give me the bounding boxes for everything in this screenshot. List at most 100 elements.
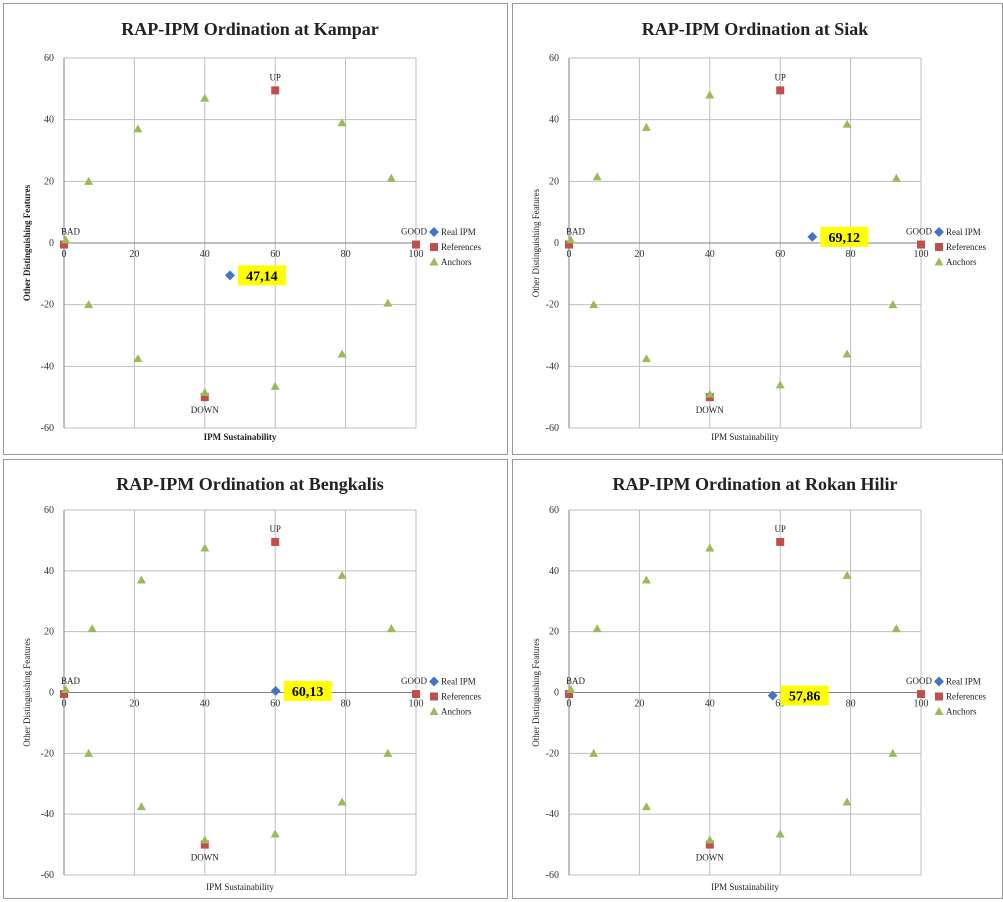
y-tick-label: 20 xyxy=(549,176,559,187)
data-point xyxy=(705,90,715,99)
x-tick-label: 20 xyxy=(634,699,644,710)
callout-label: 47,14 xyxy=(246,269,278,284)
legend-label: Real IPM xyxy=(946,677,981,687)
data-point xyxy=(589,300,599,309)
legend-marker xyxy=(934,257,944,266)
y-tick-label: 40 xyxy=(44,115,54,126)
legend-label: Anchors xyxy=(946,707,977,717)
y-tick-label: -40 xyxy=(546,809,559,820)
legend-marker xyxy=(429,257,439,266)
data-point xyxy=(386,173,396,182)
data-point xyxy=(842,797,852,806)
x-tick-label: 80 xyxy=(846,249,856,260)
x-tick-label: 0 xyxy=(567,249,572,260)
x-tick-label: 100 xyxy=(409,249,424,260)
chart-panel-rokan-hilir: RAP-IPM Ordination at Rokan Hilir 60 40 20 0… xyxy=(512,459,1003,899)
data-point xyxy=(337,118,347,127)
data-point xyxy=(200,388,210,397)
data-point xyxy=(888,748,898,757)
data-point xyxy=(271,537,280,546)
series-anchors xyxy=(61,93,396,397)
chart-title: RAP-IPM Ordination at Siak xyxy=(642,19,869,39)
legend-marker xyxy=(935,243,943,251)
data-point xyxy=(337,570,347,579)
point-label: DOWN xyxy=(696,405,724,415)
callout-box xyxy=(283,680,332,701)
point-label: UP xyxy=(269,72,281,82)
x-tick-label: 100 xyxy=(409,699,424,710)
x-tick-label: 0 xyxy=(62,249,67,260)
legend-label: References xyxy=(946,242,986,252)
legend-marker xyxy=(429,707,439,715)
data-point xyxy=(705,835,715,844)
point-label: UP xyxy=(774,72,786,82)
y-tick-label: -60 xyxy=(41,423,54,434)
data-point xyxy=(61,684,71,693)
x-tick-label: 20 xyxy=(129,249,139,260)
data-point xyxy=(84,300,94,309)
series-anchors xyxy=(566,90,901,398)
data-point xyxy=(270,829,280,838)
y-tick-label: -20 xyxy=(41,748,54,759)
point-label: GOOD xyxy=(401,227,427,237)
y-tick-label: 60 xyxy=(44,505,54,516)
x-tick-label: 20 xyxy=(129,699,139,710)
data-point xyxy=(641,122,651,131)
y-axis-title: Other Distinguishing Features xyxy=(531,638,541,747)
series-real-ipm xyxy=(807,231,818,242)
data-point xyxy=(60,240,68,249)
data-point xyxy=(200,835,210,844)
series-anchors xyxy=(61,543,396,844)
data-point xyxy=(383,298,393,307)
data-point xyxy=(592,172,602,181)
data-point xyxy=(641,575,651,584)
data-point xyxy=(337,349,347,358)
data-point xyxy=(566,235,576,244)
data-point xyxy=(136,802,146,811)
callout-label: 69,12 xyxy=(829,231,861,246)
legend: Real IPM References Anchors xyxy=(429,677,481,717)
data-point xyxy=(641,354,651,363)
chart-panel-bengkalis: RAP-IPM Ordination at Bengkalis 60 40 20 0 -2… xyxy=(3,459,508,899)
legend-marker xyxy=(934,676,944,687)
data-point xyxy=(337,797,347,806)
chart-title: RAP-IPM Ordination at Kampar xyxy=(121,19,378,39)
legend-label: References xyxy=(441,692,481,702)
x-tick-label: 60 xyxy=(270,699,280,710)
x-tick-label: 80 xyxy=(846,699,856,710)
chart-svg-kampar: RAP-IPM Ordination at Kampar 60 40 20 0 -20 -4… xyxy=(22,19,481,442)
legend-marker xyxy=(430,692,438,701)
point-label: BAD xyxy=(61,676,81,686)
legend-marker xyxy=(934,707,944,715)
y-tick-label: -20 xyxy=(546,300,559,311)
data-point xyxy=(592,624,602,633)
y-tick-label: 60 xyxy=(44,53,54,64)
data-point xyxy=(705,389,715,398)
y-tick-label: 40 xyxy=(44,566,54,577)
data-point xyxy=(589,748,599,757)
data-point xyxy=(842,119,852,128)
point-label: DOWN xyxy=(191,405,219,415)
y-tick-label: 40 xyxy=(549,115,559,126)
y-tick-label: -60 xyxy=(546,423,559,434)
point-label: UP xyxy=(774,524,786,534)
y-tick-label: 20 xyxy=(549,627,559,638)
legend-marker xyxy=(429,227,439,237)
callout-box xyxy=(780,685,829,706)
chart-svg-siak: RAP-IPM Ordination at Siak 60 40 20 0 -20 -40 -… xyxy=(531,19,986,442)
legend-label: Real IPM xyxy=(946,227,981,237)
legend: Real IPM References Anchors xyxy=(934,227,986,267)
data-point xyxy=(133,354,143,363)
data-point xyxy=(200,93,210,102)
y-tick-label: -40 xyxy=(41,809,54,820)
legend-marker xyxy=(429,676,439,687)
x-tick-label: 60 xyxy=(270,249,280,260)
data-point xyxy=(270,381,280,390)
y-tick-label: -20 xyxy=(41,300,54,311)
x-tick-label: 80 xyxy=(341,249,351,260)
legend: Real IPM References Anchors xyxy=(429,227,481,267)
point-label: GOOD xyxy=(906,227,932,237)
data-point xyxy=(60,690,68,699)
x-tick-label: 0 xyxy=(62,699,67,710)
point-label: UP xyxy=(269,524,281,534)
